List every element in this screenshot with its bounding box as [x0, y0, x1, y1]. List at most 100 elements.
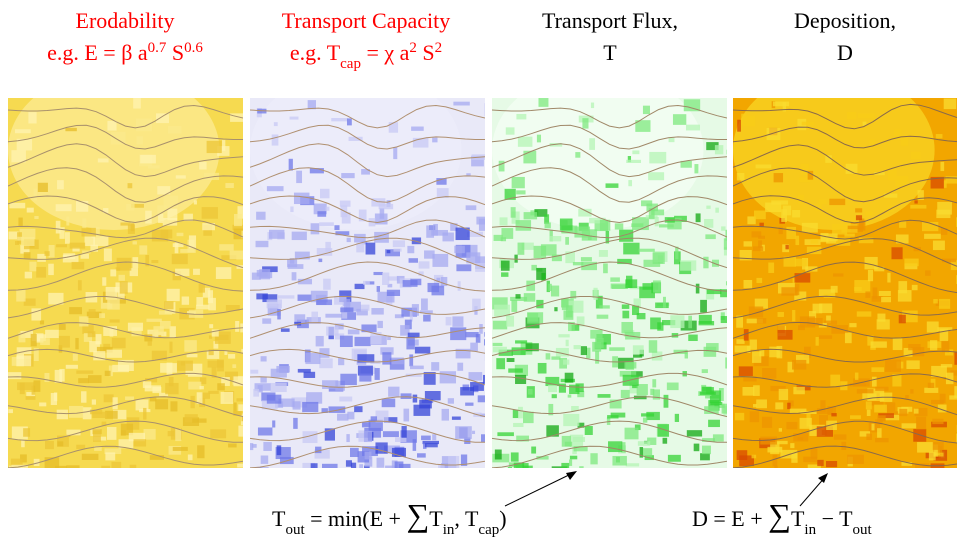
map-cell — [794, 273, 810, 282]
map-cell — [233, 376, 248, 386]
map-cell — [623, 243, 639, 255]
map-cell — [590, 453, 597, 464]
map-cell — [744, 280, 753, 288]
map-cell — [252, 468, 268, 477]
map-cell — [933, 241, 945, 251]
map-cell — [9, 203, 25, 209]
map-cell — [641, 413, 654, 416]
map-cell — [263, 442, 271, 451]
map-cell — [511, 207, 516, 218]
map-cell — [872, 424, 875, 431]
map-cell — [847, 112, 856, 119]
map-cell — [798, 437, 804, 440]
map-cell — [221, 392, 234, 404]
map-cell — [565, 442, 572, 447]
map-cell — [393, 249, 401, 252]
map-cell — [182, 297, 189, 305]
map-cell — [456, 264, 471, 271]
map-cell — [917, 442, 933, 453]
map-cell — [337, 414, 348, 421]
map-cell — [29, 262, 36, 272]
map-cell — [338, 358, 344, 365]
map-cell — [40, 338, 50, 345]
map-cell — [325, 314, 342, 318]
map-cell — [531, 447, 536, 454]
map-cell — [506, 316, 514, 327]
map-cell — [241, 417, 246, 421]
map-cell — [847, 455, 864, 464]
map-cell — [294, 193, 309, 204]
map-cell — [134, 439, 146, 446]
map-cell — [93, 431, 101, 442]
map-cell — [752, 455, 757, 459]
map-cell — [104, 249, 112, 262]
map-cell — [409, 354, 413, 366]
map-cell — [316, 336, 324, 346]
map-cell — [737, 120, 741, 132]
map-cell — [199, 284, 205, 293]
map-cell — [133, 98, 141, 109]
map-cell — [906, 360, 919, 369]
map-cell — [341, 173, 354, 178]
equation: Tout = min(E + ∑Tin, Tcap) — [272, 497, 507, 538]
map-cell — [874, 405, 887, 413]
map-cell — [512, 347, 526, 355]
map-cell — [936, 134, 943, 138]
map-cell — [237, 398, 251, 401]
map-cell — [78, 280, 82, 290]
map-cell — [432, 138, 437, 143]
map-cell — [261, 456, 269, 464]
map-cell — [27, 208, 34, 213]
slide: Erodabilitye.g. E = β a0.7 S0.6Transport… — [0, 0, 960, 544]
text-run: D — [837, 40, 853, 65]
map-cell — [298, 369, 311, 373]
map-cell — [144, 334, 152, 341]
map-cell — [89, 309, 96, 317]
map-cell — [779, 428, 782, 432]
map-cell — [128, 323, 143, 331]
map-cell — [508, 467, 512, 472]
map-cell — [940, 394, 946, 403]
map-cell — [531, 265, 537, 271]
panel-title: Erodability — [76, 8, 175, 33]
map-cell — [448, 398, 454, 404]
map-cell — [340, 307, 353, 312]
map-cell — [552, 394, 557, 398]
map-cell — [622, 304, 630, 308]
map-cell — [98, 158, 109, 162]
map-cell — [496, 358, 505, 369]
map-cell — [551, 286, 559, 297]
map-cell — [401, 393, 412, 399]
map-cell — [413, 395, 418, 403]
map-cell — [269, 302, 278, 307]
map-cell — [649, 340, 657, 353]
map-cell — [140, 155, 156, 164]
map-cell — [954, 352, 960, 364]
map-cell — [130, 465, 137, 476]
map-cell — [625, 279, 637, 288]
map-cell — [898, 290, 912, 302]
map-cell — [373, 272, 382, 275]
map-cell — [187, 354, 198, 357]
map-cell — [92, 412, 107, 418]
map-cell — [402, 426, 407, 438]
map-cell — [930, 340, 937, 350]
map-cell — [813, 304, 823, 314]
map-cell — [200, 386, 204, 389]
map-cell — [871, 341, 887, 347]
map-cell — [425, 443, 438, 447]
map-cell — [653, 280, 661, 292]
map-cell — [750, 411, 759, 422]
map-cell — [38, 183, 48, 192]
map-cell — [899, 315, 906, 324]
map-cell — [75, 338, 78, 349]
map-cell — [11, 150, 26, 162]
map-region — [250, 70, 462, 230]
map-cell — [296, 171, 302, 183]
map-cell — [25, 272, 32, 279]
map-cell — [786, 227, 796, 239]
map-cell — [311, 463, 318, 472]
map-cell — [795, 259, 807, 267]
map-cell — [34, 216, 38, 219]
map-cell — [319, 348, 329, 358]
